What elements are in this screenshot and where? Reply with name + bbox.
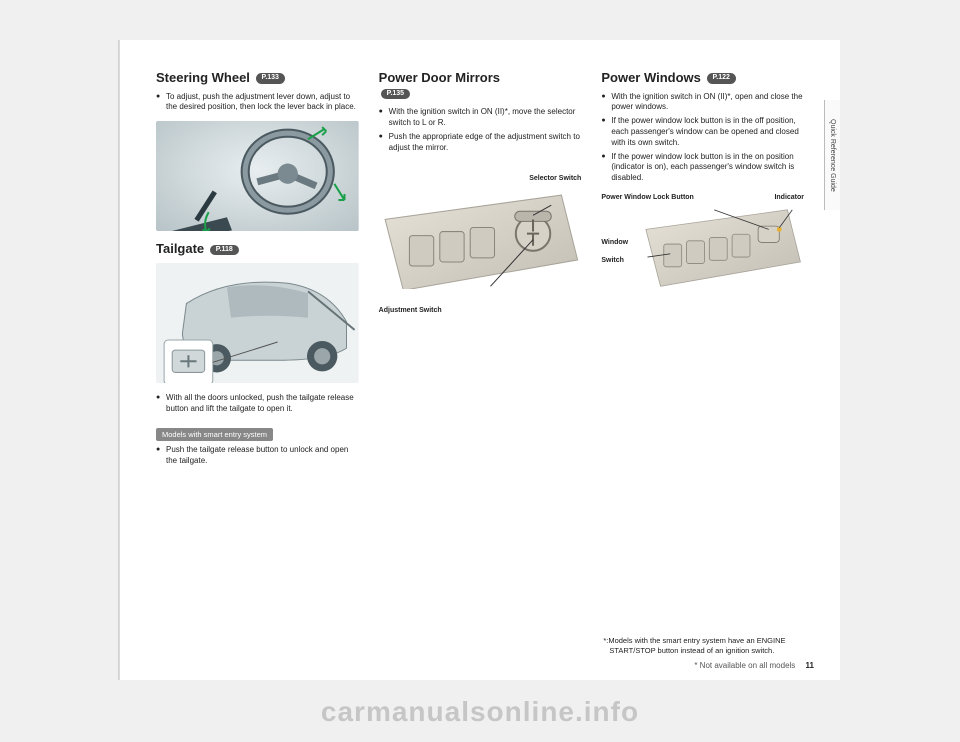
column-3: Quick Reference Guide Power Windows P.12… (593, 70, 812, 662)
selector-switch-label: Selector Switch (529, 175, 581, 182)
tailgate-bullets: With all the doors unlocked, push the ta… (156, 393, 359, 415)
windows-heading: Power Windows P.122 (601, 70, 804, 86)
mirror-switch-illustration (379, 189, 582, 289)
column-1: Steering Wheel P.133 To adjust, push the… (148, 70, 367, 662)
smart-entry-badge: Models with smart entry system (156, 428, 273, 441)
mirrors-bullets: With the ignition switch in ON (II)*, mo… (379, 107, 582, 153)
side-tab: Quick Reference Guide (824, 100, 840, 210)
ignition-note: *:Models with the smart entry system hav… (601, 636, 804, 656)
tailgate-heading: Tailgate P.118 (156, 241, 359, 257)
adjustment-switch-label: Adjustment Switch (379, 307, 442, 314)
tailgate-illustration (156, 263, 359, 383)
mirrors-bullet-2: Push the appropriate edge of the adjustm… (379, 132, 582, 154)
windows-bullets: With the ignition switch in ON (II)*, op… (601, 92, 804, 184)
indicator-label: Indicator (774, 194, 804, 201)
steering-bullet-1: To adjust, push the adjustment lever dow… (156, 92, 359, 114)
steering-wheel-illustration (156, 121, 359, 231)
mirrors-heading: Power Door Mirrors P.135 (379, 70, 582, 101)
windows-pageref: P.122 (707, 73, 736, 83)
tailgate-bullets-2: Push the tailgate release button to unlo… (156, 445, 359, 467)
windows-bullet-1-text: With the ignition switch in ON (II)*, op… (611, 92, 802, 112)
steering-wheel-pageref: P.133 (256, 73, 285, 83)
windows-bullet-1: With the ignition switch in ON (II)*, op… (601, 92, 804, 114)
footnote: * Not available on all models (694, 661, 795, 670)
mirrors-title: Power Door Mirrors (379, 70, 500, 85)
manual-page: Steering Wheel P.133 To adjust, push the… (120, 40, 840, 680)
windows-bullet-2: If the power window lock button is in th… (601, 116, 804, 148)
steering-wheel-title: Steering Wheel (156, 70, 250, 85)
tailgate-bullet-2: Push the tailgate release button to unlo… (156, 445, 359, 467)
mirrors-pageref: P.135 (381, 89, 410, 99)
steering-bullets: To adjust, push the adjustment lever dow… (156, 92, 359, 114)
windows-bullet-3: If the power window lock button is in th… (601, 152, 804, 184)
column-2: Power Door Mirrors P.135 With the igniti… (371, 70, 590, 662)
page-number: 11 (806, 661, 814, 670)
watermark: carmanualsonline.info (321, 696, 639, 728)
window-switch-label: Window Switch (601, 239, 628, 264)
window-switch-illustration (641, 205, 804, 301)
windows-title: Power Windows (601, 70, 701, 85)
mirrors-bullet-1: With the ignition switch in ON (II)*, mo… (379, 107, 582, 129)
lock-button-label: Power Window Lock Button (601, 194, 694, 201)
tailgate-bullet-1: With all the doors unlocked, push the ta… (156, 393, 359, 415)
tailgate-title: Tailgate (156, 241, 204, 256)
mirrors-bullet-1-text: With the ignition switch in ON (II)*, mo… (389, 107, 576, 127)
tailgate-pageref: P.118 (210, 245, 239, 255)
steering-wheel-heading: Steering Wheel P.133 (156, 70, 359, 86)
page-footer: * Not available on all models 11 (694, 661, 814, 670)
